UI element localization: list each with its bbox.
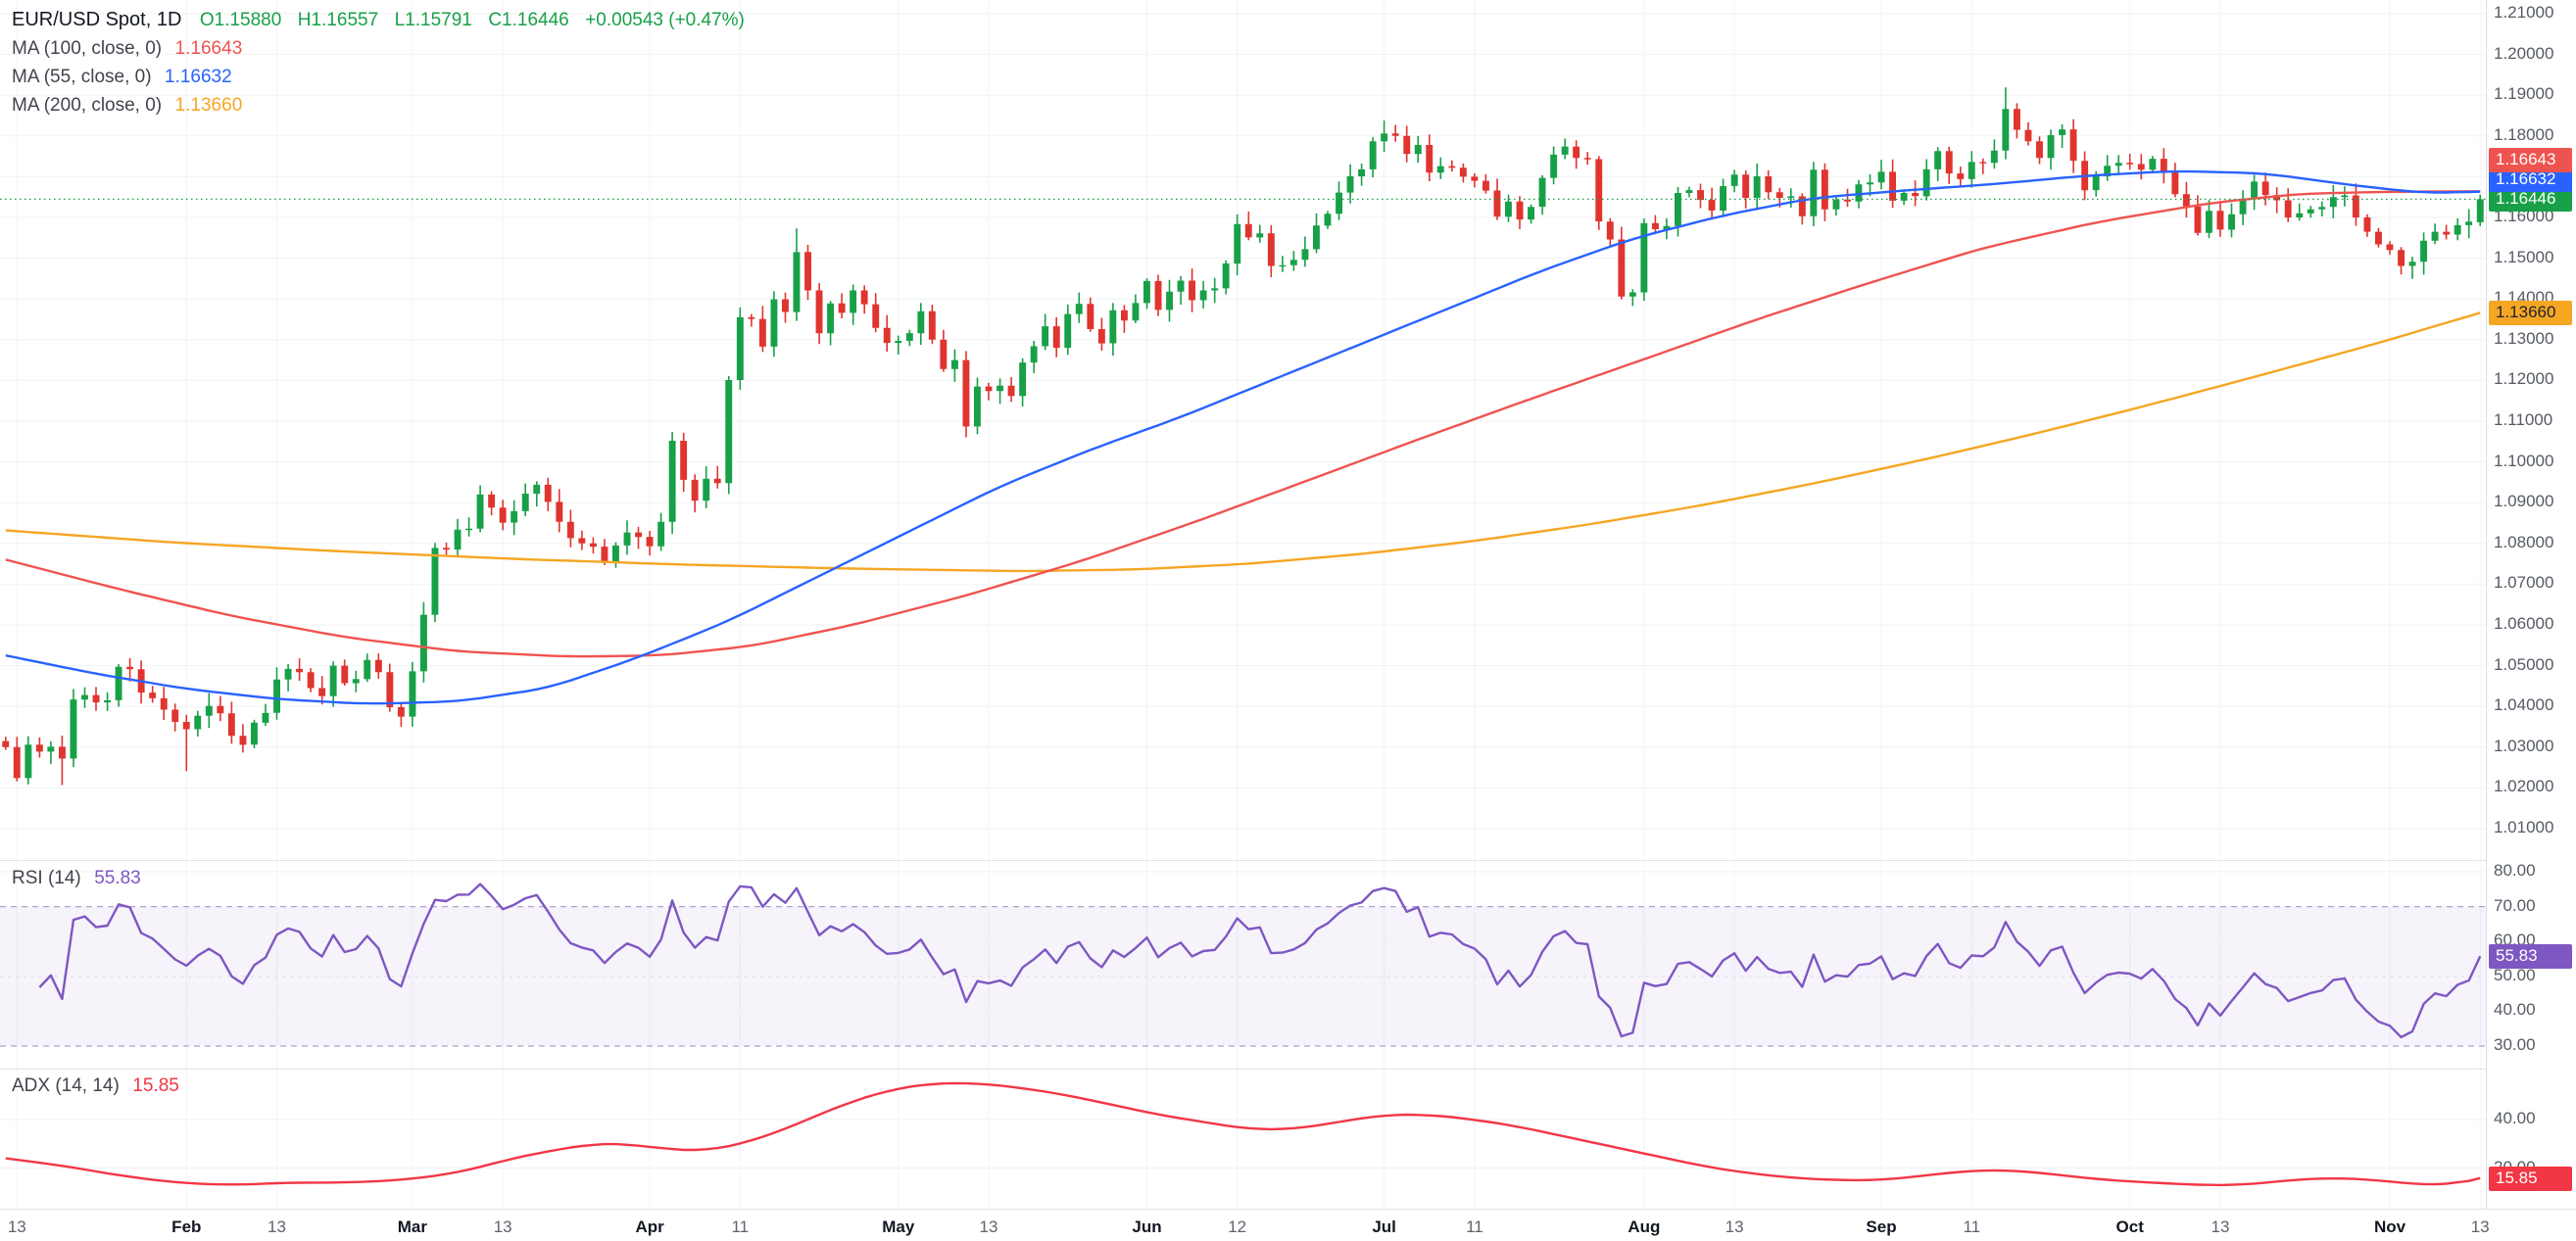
price-tick-label: 1.15000 [2494, 248, 2554, 266]
rsi-value: 55.83 [94, 868, 141, 888]
time-tick-label: May [882, 1217, 915, 1236]
time-tick-label: 13 [979, 1217, 998, 1236]
ma-55-label: MA (55, close, 0) [12, 67, 152, 87]
time-tick-label: 13 [1725, 1217, 1744, 1236]
time-tick-label: 11 [1466, 1217, 1483, 1236]
price-tick-label: 1.21000 [2494, 3, 2554, 22]
price-tick-label: 40.00 [2494, 1000, 2536, 1019]
price-tick-label: 1.05000 [2494, 655, 2554, 674]
price-tick-label: 1.11000 [2494, 410, 2553, 429]
ma-200-legend[interactable]: MA (200, close, 0) 1.13660 [12, 91, 745, 119]
price-tick-label: 40.00 [2494, 1109, 2536, 1127]
rsi-line[interactable] [38, 883, 2482, 1039]
time-tick-label: 11 [1963, 1217, 1981, 1236]
time-tick-label: Apr [635, 1217, 664, 1236]
time-tick-label: 13 [267, 1217, 286, 1236]
price-tick-label: 1.19000 [2494, 84, 2554, 103]
ma-200-label: MA (200, close, 0) [12, 95, 163, 116]
adx-line[interactable] [5, 1081, 2481, 1187]
time-tick-label: 13 [7, 1217, 26, 1236]
close-value: C1.16446 [488, 10, 569, 30]
symbol-row: EUR/USD Spot, 1D O1.15880 H1.16557 L1.15… [12, 6, 745, 34]
adx-value: 15.85 [132, 1075, 179, 1096]
ma100-price-badge: 1.16643 [2489, 148, 2572, 172]
adx-label: ADX (14, 14) [12, 1075, 120, 1096]
time-tick-label: 13 [2470, 1217, 2490, 1236]
high-value: H1.16557 [297, 10, 379, 30]
price-tick-label: 1.10000 [2494, 452, 2554, 470]
price-tick-label: 1.06000 [2494, 614, 2554, 633]
price-tick-label: 1.20000 [2494, 44, 2554, 63]
candle-wicks-down [5, 103, 2448, 786]
price-tick-label: 1.18000 [2494, 125, 2554, 144]
ma-100-label: MA (100, close, 0) [12, 38, 163, 59]
price-tick-label: 1.01000 [2494, 818, 2554, 836]
time-tick-label: Jun [1132, 1217, 1162, 1236]
panel-separator-main-rsi[interactable] [0, 860, 2576, 861]
time-tick-label: 11 [731, 1217, 750, 1236]
chart-plot-area[interactable] [0, 0, 2486, 1209]
adx-legend[interactable]: ADX (14, 14) 15.85 [12, 1075, 179, 1097]
vertical-gridlines [16, 0, 2481, 1209]
candle-bodies-up [24, 109, 2484, 779]
price-tick-label: 1.13000 [2494, 329, 2554, 348]
time-tick-label: 13 [493, 1217, 512, 1236]
time-axis[interactable]: 13 Feb 13 Mar 13 Apr 11 May 13 Jun 12 Jul 11 Aug 13 Sep… [0, 1210, 2576, 1241]
rsi-value-badge: 55.83 [2489, 944, 2572, 969]
open-value: O1.15880 [199, 10, 282, 30]
ma-55-value: 1.16632 [165, 67, 232, 87]
ma-100-value: 1.16643 [174, 38, 243, 59]
price-tick-label: 1.04000 [2494, 695, 2554, 714]
time-tick-label: Sep [1866, 1217, 1897, 1236]
price-gridlines [0, 13, 2486, 830]
panel-separator-rsi-adx[interactable] [0, 1069, 2576, 1070]
price-tick-label: 1.08000 [2494, 533, 2554, 551]
price-axis[interactable]: 1.210001.200001.190001.180001.170001.160… [2486, 0, 2576, 1209]
main-chart-legend: EUR/USD Spot, 1D O1.15880 H1.16557 L1.15… [12, 6, 745, 119]
time-tick-label: Jul [1372, 1217, 1396, 1236]
time-tick-label: 12 [1228, 1217, 1247, 1236]
price-tick-label: 1.03000 [2494, 737, 2554, 755]
symbol-title[interactable]: EUR/USD Spot, 1D [12, 9, 182, 30]
price-tick-label: 1.12000 [2494, 369, 2554, 388]
time-tick-label: Mar [397, 1217, 428, 1236]
price-tick-label: 1.02000 [2494, 777, 2554, 795]
time-tick-label: Feb [171, 1217, 202, 1236]
time-tick-label: Oct [2115, 1217, 2144, 1236]
low-value: L1.15791 [394, 10, 472, 30]
change-value: +0.00543 (+0.47%) [585, 10, 745, 30]
ma-line-ma-100[interactable] [5, 190, 2481, 658]
price-tick-label: 50.00 [2494, 966, 2536, 984]
price-tick-label: 80.00 [2494, 861, 2536, 880]
candle-wicks-up [27, 87, 2481, 785]
rsi-legend[interactable]: RSI (14) 55.83 [12, 868, 141, 889]
time-tick-label: 13 [2211, 1217, 2230, 1236]
ma-200-value: 1.13660 [174, 95, 243, 116]
rsi-band [0, 906, 2486, 1046]
price-tick-label: 30.00 [2494, 1035, 2536, 1054]
ma-line-ma-200[interactable] [5, 311, 2481, 573]
ma-55-legend[interactable]: MA (55, close, 0) 1.16632 [12, 63, 745, 91]
rsi-label: RSI (14) [12, 868, 81, 888]
adx-value-badge: 15.85 [2489, 1167, 2572, 1191]
price-tick-label: 1.07000 [2494, 573, 2554, 592]
ma-100-legend[interactable]: MA (100, close, 0) 1.16643 [12, 34, 745, 63]
ma-line-ma-55[interactable] [5, 169, 2481, 705]
time-tick-label: Aug [1628, 1217, 1661, 1236]
time-axis-border [0, 1209, 2576, 1210]
price-tick-label: 70.00 [2494, 896, 2536, 915]
ma200-price-badge: 1.13660 [2489, 301, 2572, 325]
price-tick-label: 1.09000 [2494, 492, 2554, 510]
time-tick-label: Nov [2373, 1217, 2406, 1236]
